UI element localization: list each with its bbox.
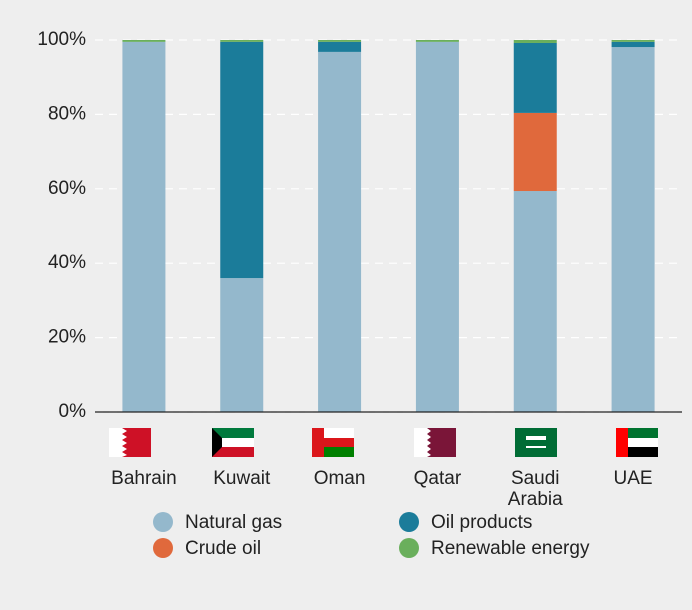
bar-segment <box>415 41 459 413</box>
bar-segment <box>220 41 264 279</box>
bar-segment <box>318 40 362 42</box>
bar-segment <box>318 41 362 52</box>
bar-segment <box>415 40 459 42</box>
y-tick-label: 100% <box>37 29 86 50</box>
y-tick-label: 60% <box>48 178 86 199</box>
bar-segment <box>513 40 557 43</box>
flag-saudi <box>515 428 557 457</box>
legend-label: Crude oil <box>185 538 261 559</box>
x-tick-label: Oman <box>313 468 366 489</box>
flag-oman <box>312 428 354 457</box>
x-tick-label: UAE <box>613 468 653 489</box>
bar-segment <box>318 51 362 413</box>
flag-qatar <box>414 428 456 457</box>
bar-segment <box>611 47 655 413</box>
flag-uae <box>616 428 658 457</box>
legend-swatch <box>153 512 173 532</box>
bar-segment <box>611 40 655 42</box>
bar-segment <box>611 41 655 48</box>
flags <box>109 428 658 457</box>
x-tick-label: Qatar <box>413 468 462 489</box>
x-tick-label: Bahrain <box>111 468 177 489</box>
bar-segment <box>122 40 166 42</box>
y-tick-label: 80% <box>48 103 86 124</box>
legend-swatch <box>399 512 419 532</box>
legend-swatch <box>399 538 419 558</box>
y-tick-label: 20% <box>48 327 86 348</box>
bar-segment <box>513 191 557 412</box>
legend-label: Renewable energy <box>431 538 590 559</box>
bar-segment <box>220 278 264 412</box>
flag-kuwait <box>212 428 254 457</box>
legend-swatch <box>153 538 173 558</box>
x-tick-label: Saudi Arabia <box>507 468 563 510</box>
legend-label: Natural gas <box>185 512 282 533</box>
x-tick-label: Kuwait <box>213 468 271 489</box>
flag-bahrain <box>109 428 151 457</box>
y-tick-label: 0% <box>59 401 87 422</box>
bar-segment <box>513 112 557 192</box>
bar-segment <box>122 41 166 413</box>
bar-segment <box>513 42 557 113</box>
bar-segment <box>220 40 264 42</box>
legend-label: Oil products <box>431 512 532 533</box>
y-tick-label: 40% <box>48 252 86 273</box>
